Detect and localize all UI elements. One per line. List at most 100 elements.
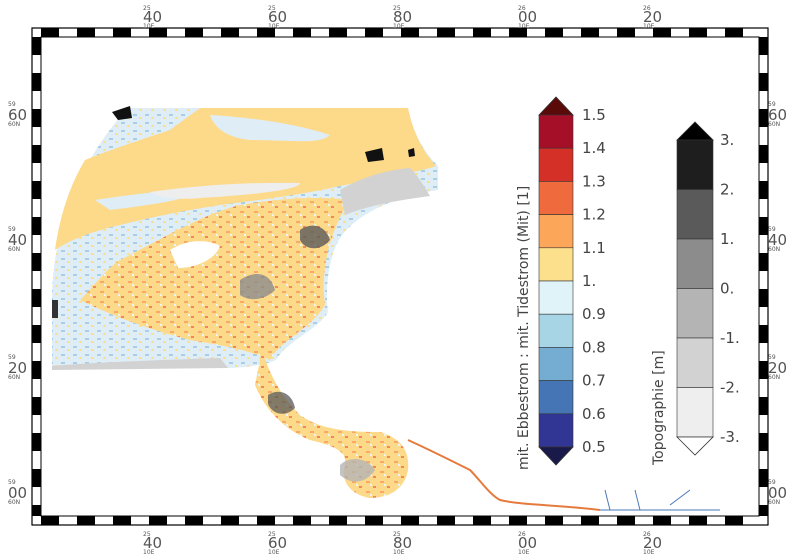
- lat-suffix: 60N: [8, 499, 20, 506]
- colorbar-swatch: [676, 288, 714, 339]
- colorbar-swatch: [676, 387, 714, 438]
- lon-degree: 26: [518, 531, 526, 538]
- colorbar-ratio-title: mit. Ebbestrom : mit. Tidestrom (Mit) [1…: [516, 186, 532, 470]
- lon-degree: 25: [143, 531, 151, 538]
- lat-minute: 20: [768, 359, 787, 377]
- colorbar-label: 0.6: [582, 405, 606, 423]
- offshore-yellow-zone: [55, 108, 436, 250]
- colorbar-label: 3.: [720, 131, 734, 149]
- colorbar-ratio: mit. Ebbestrom : mit. Tidestrom (Mit) [1…: [516, 96, 606, 470]
- colorbar-label: 1.5: [582, 106, 606, 124]
- colorbar-swatch: [538, 413, 574, 448]
- lat-degree: 59: [768, 479, 776, 486]
- colorbar-swatch: [538, 214, 574, 249]
- colorbar-swatch: [538, 380, 574, 415]
- colorbar-label: 1.2: [582, 206, 606, 224]
- lon-suffix: 10E: [143, 549, 155, 556]
- lat-suffix: 60N: [768, 499, 780, 506]
- colorbar-topography-title: Topographie [m]: [651, 350, 667, 466]
- lon-suffix: 10E: [518, 23, 530, 30]
- colorbar-swatch: [676, 189, 714, 240]
- colorbar-label: -2.: [720, 379, 740, 397]
- colorbar-swatch: [538, 280, 574, 315]
- lat-suffix: 60N: [8, 374, 20, 381]
- lat-minute: 20: [8, 359, 27, 377]
- lon-minute: 80: [393, 8, 412, 26]
- lon-degree: 25: [393, 531, 401, 538]
- lon-suffix: 10E: [268, 23, 280, 30]
- lon-suffix: 10E: [143, 23, 155, 30]
- colorbar-label: 0.7: [582, 372, 606, 390]
- colorbar-label: 0.5: [582, 438, 606, 456]
- map-frame: [31, 27, 769, 526]
- lon-degree: 25: [268, 531, 276, 538]
- lat-suffix: 60N: [768, 246, 780, 253]
- colorbar-label: 1.1: [582, 239, 606, 257]
- colorbar-swatch: [676, 238, 714, 289]
- lat-minute: 60: [8, 106, 27, 124]
- colorbar-under-triangle: [676, 436, 714, 456]
- lat-degree: 59: [768, 101, 776, 108]
- colorbar-label: 0.: [720, 280, 734, 298]
- sea-area: [52, 106, 720, 511]
- colorbar-swatch: [538, 147, 574, 182]
- lon-minute: 40: [143, 534, 162, 552]
- colorbar-label: -3.: [720, 428, 740, 446]
- colorbar-swatch: [538, 347, 574, 381]
- lon-suffix: 10E: [393, 549, 405, 556]
- lon-minute: 20: [643, 8, 662, 26]
- colorbar-swatch: [538, 114, 574, 149]
- lat-suffix: 60N: [8, 121, 20, 128]
- lat-minute: 00: [8, 484, 27, 502]
- colorbar-swatch: [538, 181, 574, 215]
- lon-minute: 60: [268, 534, 287, 552]
- lat-minute: 00: [768, 484, 787, 502]
- lat-suffix: 60N: [8, 246, 20, 253]
- colorbar-under-triangle: [538, 446, 574, 466]
- colorbar-label: 1.: [720, 230, 734, 248]
- lon-suffix: 10E: [643, 23, 655, 30]
- colorbar-label: -1.: [720, 329, 740, 347]
- colorbar-swatch: [676, 337, 714, 388]
- lon-suffix: 10E: [643, 549, 655, 556]
- lon-degree: 26: [643, 5, 651, 12]
- colorbar-label: 1.4: [582, 139, 606, 157]
- colorbar-swatch: [538, 247, 574, 282]
- estuary-channel: [255, 350, 409, 498]
- lon-minute: 20: [643, 534, 662, 552]
- coordinate-labels: 2510E402510E402510E602510E602510E802510E…: [8, 5, 787, 556]
- lon-degree: 25: [143, 5, 151, 12]
- lat-degree: 59: [8, 354, 16, 361]
- lon-minute: 00: [518, 534, 537, 552]
- wadden-sea: [80, 197, 350, 360]
- lon-suffix: 10E: [393, 23, 405, 30]
- lon-suffix: 10E: [268, 549, 280, 556]
- colorbar-swatch: [538, 313, 574, 348]
- lon-degree: 26: [518, 5, 526, 12]
- lat-degree: 59: [8, 479, 16, 486]
- lat-degree: 59: [768, 354, 776, 361]
- colorbar-swatch: [676, 139, 714, 190]
- lon-degree: 25: [268, 5, 276, 12]
- checkered-border: [32, 28, 768, 525]
- lon-suffix: 10E: [518, 549, 530, 556]
- lon-minute: 00: [518, 8, 537, 26]
- lat-minute: 40: [8, 231, 27, 249]
- lon-minute: 40: [143, 8, 162, 26]
- lat-degree: 59: [8, 101, 16, 108]
- colorbar-label: 2.: [720, 181, 734, 199]
